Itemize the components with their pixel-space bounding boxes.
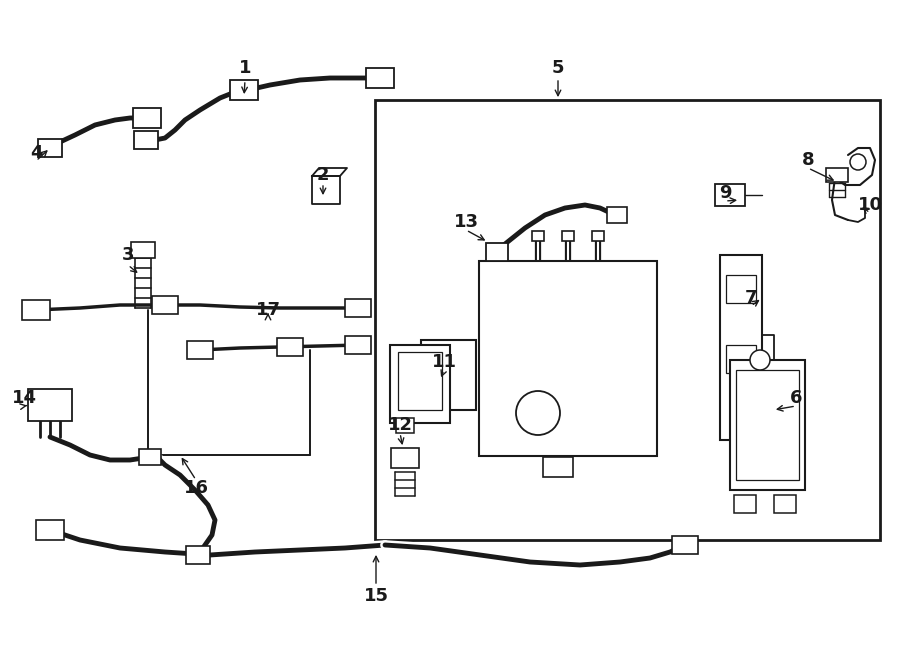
Bar (726, 275, 756, 303)
Bar (22, 300, 50, 320)
Bar (152, 296, 178, 314)
Bar (187, 341, 213, 359)
Text: 14: 14 (12, 389, 37, 407)
Text: 13: 13 (454, 213, 479, 231)
Bar (28, 389, 72, 421)
Bar (672, 536, 698, 554)
Bar (486, 243, 508, 261)
Bar (277, 338, 303, 356)
Bar (398, 352, 442, 410)
Circle shape (750, 350, 770, 370)
Bar (345, 299, 371, 317)
Bar (421, 340, 476, 410)
Polygon shape (312, 168, 347, 176)
Bar (715, 184, 745, 206)
Bar (375, 100, 880, 540)
Bar (134, 131, 158, 149)
Bar (607, 207, 627, 223)
Text: 1: 1 (238, 59, 251, 77)
Bar (479, 261, 657, 456)
Bar (36, 520, 64, 540)
Bar (734, 495, 756, 513)
Text: 4: 4 (30, 144, 42, 162)
Text: 16: 16 (184, 479, 209, 497)
Bar (736, 370, 799, 480)
Bar (726, 345, 756, 373)
Bar (391, 448, 419, 468)
Text: 10: 10 (858, 196, 883, 214)
Bar (186, 546, 210, 564)
Text: 15: 15 (364, 587, 389, 605)
Bar (230, 80, 258, 100)
Text: 11: 11 (431, 353, 456, 371)
Bar (774, 495, 796, 513)
Bar (139, 449, 161, 465)
Circle shape (850, 154, 866, 170)
Bar (720, 255, 762, 440)
Bar (826, 168, 848, 182)
Bar (532, 231, 544, 241)
Text: 5: 5 (552, 59, 564, 77)
Bar (396, 418, 414, 432)
Bar (592, 231, 604, 241)
Text: 8: 8 (802, 151, 814, 169)
Bar (366, 68, 394, 88)
Bar (760, 412, 780, 428)
Text: 2: 2 (317, 166, 329, 184)
Bar (390, 345, 450, 423)
Text: 3: 3 (122, 246, 134, 264)
Text: 6: 6 (790, 389, 802, 407)
Circle shape (516, 391, 560, 435)
Text: 9: 9 (719, 184, 731, 202)
Bar (131, 242, 155, 258)
Bar (133, 108, 161, 128)
Text: 12: 12 (388, 416, 412, 434)
Polygon shape (312, 176, 340, 204)
Bar (562, 231, 574, 241)
Bar (38, 139, 62, 157)
Text: 17: 17 (256, 301, 281, 319)
Bar (345, 336, 371, 354)
Text: 7: 7 (745, 289, 757, 307)
Bar (730, 360, 805, 490)
Bar (543, 457, 573, 477)
